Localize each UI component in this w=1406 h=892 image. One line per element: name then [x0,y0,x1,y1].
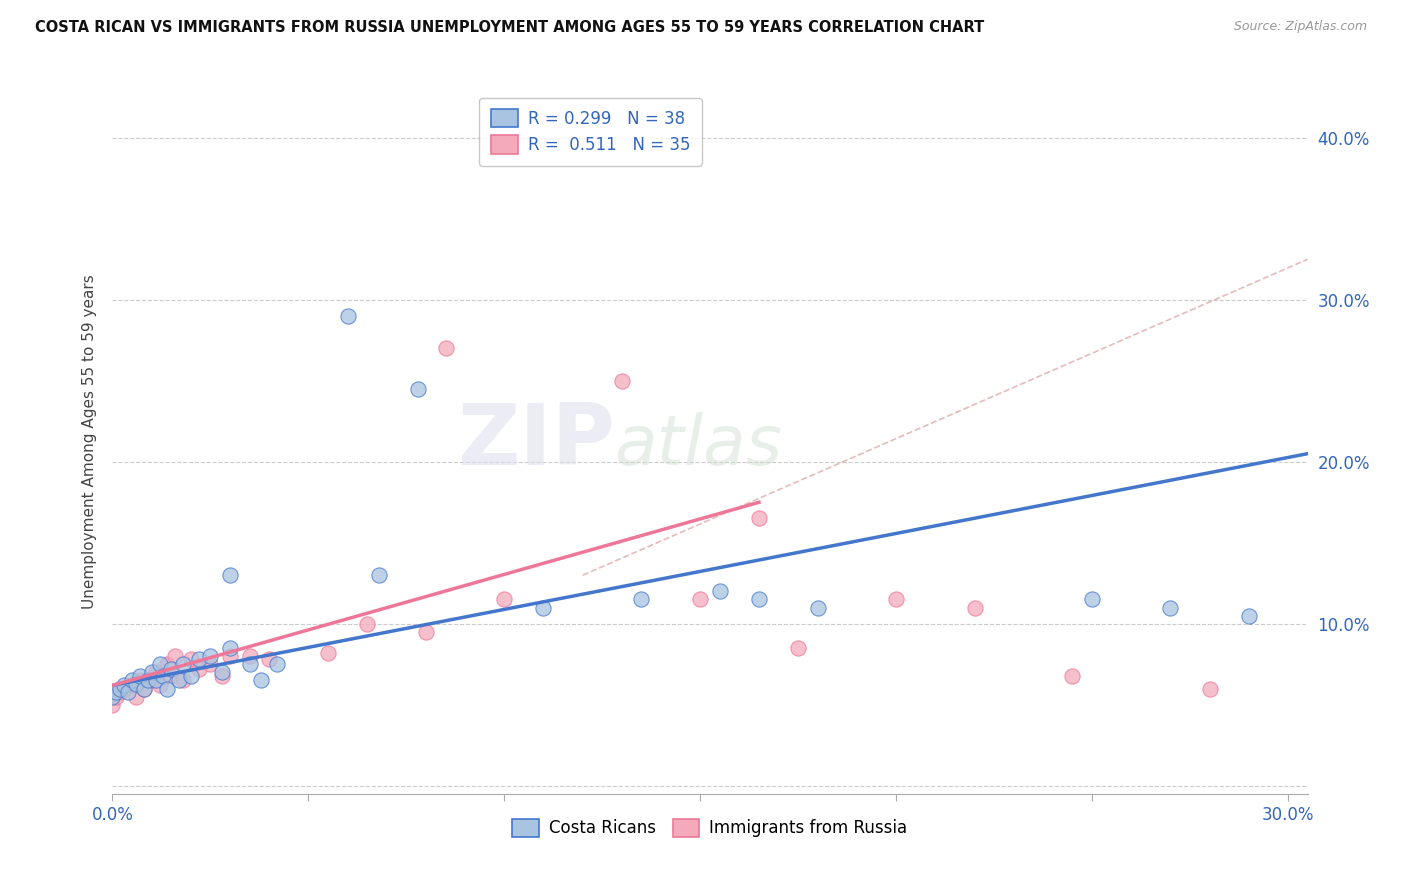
Point [187,652,209,666]
Point [160,662,183,676]
Point [101,698,124,712]
Point [884,592,907,607]
Point [156,657,179,672]
Point [250,673,273,688]
Point [211,665,233,680]
Text: Source: ZipAtlas.com: Source: ZipAtlas.com [1233,20,1367,33]
Point [121,678,143,692]
Point [110,685,132,699]
Point [316,646,339,660]
Point [356,616,378,631]
Point [709,584,731,599]
Point [125,677,148,691]
Point [1159,600,1181,615]
Point [211,668,233,682]
Point [112,681,135,696]
Point [219,649,242,664]
Point [145,665,167,680]
Point [200,657,222,672]
Point [141,673,163,688]
Point [145,673,167,688]
Point [172,673,194,688]
Point [110,681,132,696]
Point [129,673,152,688]
Point [105,685,128,699]
Point [630,592,652,607]
Point [434,342,457,356]
Y-axis label: Unemployment Among Ages 55 to 59 years: Unemployment Among Ages 55 to 59 years [82,274,97,609]
Point [239,649,262,664]
Point [136,673,159,688]
Text: atlas: atlas [614,411,782,479]
Point [748,511,770,525]
Point [132,681,155,696]
Legend: Costa Ricans, Immigrants from Russia: Costa Ricans, Immigrants from Russia [501,807,920,849]
Point [368,568,391,582]
Point [129,668,152,682]
Point [219,568,242,582]
Point [121,673,143,688]
Point [336,309,359,323]
Point [156,681,179,696]
Point [1081,592,1104,607]
Point [125,690,148,704]
Point [132,681,155,696]
Point [415,624,437,639]
Point [148,678,170,692]
Point [1062,668,1084,682]
Point [239,657,262,672]
Point [160,668,183,682]
Point [148,657,170,672]
Point [1237,608,1260,623]
Point [152,668,174,682]
Point [101,690,124,704]
Point [105,690,128,704]
Point [165,649,187,664]
Point [219,641,242,656]
Point [180,652,202,666]
Point [257,652,280,666]
Point [200,649,222,664]
Point [533,600,555,615]
Point [266,657,288,672]
Point [807,600,830,615]
Point [963,600,986,615]
Point [167,673,190,688]
Point [787,641,810,656]
Text: COSTA RICAN VS IMMIGRANTS FROM RUSSIA UNEMPLOYMENT AMONG AGES 55 TO 59 YEARS COR: COSTA RICAN VS IMMIGRANTS FROM RUSSIA UN… [35,20,984,35]
Point [610,374,633,388]
Point [117,685,139,699]
Point [1198,681,1220,696]
Point [141,665,163,680]
Point [112,678,135,692]
Point [406,382,429,396]
Point [494,592,516,607]
Point [180,668,202,682]
Point [748,592,770,607]
Text: ZIP: ZIP [457,400,614,483]
Point [689,592,711,607]
Point [187,662,209,676]
Point [172,657,194,672]
